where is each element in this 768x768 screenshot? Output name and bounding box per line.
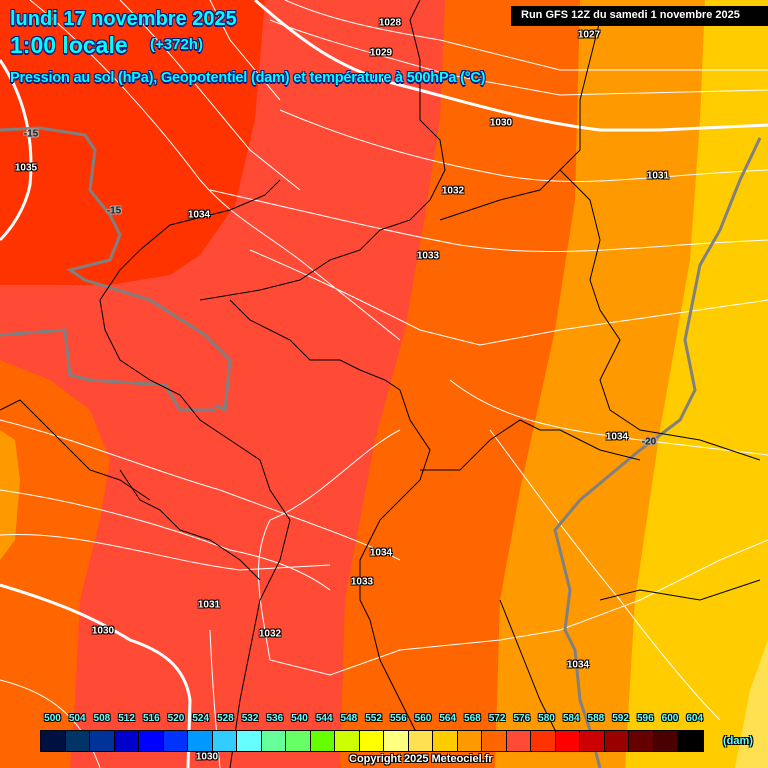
- isotherm-label: -15: [23, 128, 39, 140]
- colorbar-cell: [678, 731, 703, 751]
- colorbar-cell: [408, 731, 433, 751]
- colorbar-tick-label: 604: [686, 713, 704, 724]
- isobar-label: 1035: [14, 162, 38, 174]
- isobar-label: 1029: [369, 47, 393, 59]
- forecast-lead-time: (+372h): [150, 36, 203, 53]
- forecast-date: lundi 17 novembre 2025: [10, 8, 237, 30]
- colorbar-cell: [139, 731, 164, 751]
- isobar-label: 1033: [416, 250, 440, 262]
- colorbar-tick-label: 544: [315, 713, 333, 724]
- isobar-label: 1028: [378, 17, 402, 29]
- isobar-label: 1032: [258, 628, 282, 640]
- colorbar-tick-label: 532: [241, 713, 259, 724]
- colorbar-tick-label: 592: [612, 713, 629, 724]
- colorbar-tick-label: 572: [488, 713, 506, 724]
- colorbar-cell: [237, 731, 262, 751]
- colorbar-tick-label: 528: [217, 713, 234, 724]
- colorbar-cell: [65, 731, 90, 751]
- colorbar: [40, 730, 704, 752]
- colorbar-cell: [555, 731, 580, 751]
- colorbar-tick-label: 576: [513, 713, 531, 724]
- colorbar-ticks: 500 504 508 512 516 520 524 528 532 536 540 544 548 5…: [40, 713, 740, 727]
- isobar-label: 1031: [646, 170, 670, 182]
- colorbar-cell: [604, 731, 629, 751]
- colorbar-tick-label: 560: [414, 713, 432, 724]
- colorbar-cell: [310, 731, 335, 751]
- run-info-text: Run GFS 12Z du samedi 1 novembre 2025: [521, 9, 740, 21]
- forecast-time: 1:00 locale: [10, 32, 128, 58]
- colorbar-cell: [531, 731, 556, 751]
- isobar-label: 1034: [187, 209, 211, 221]
- isobar-label: 1030: [195, 751, 219, 763]
- colorbar-cell: [212, 731, 237, 751]
- colorbar-tick-label: 588: [587, 713, 605, 724]
- isobar-label: 1034: [605, 431, 629, 443]
- colorbar-cell: [114, 731, 139, 751]
- colorbar-unit: (dam): [723, 735, 753, 747]
- colorbar-tick-label: 536: [266, 713, 284, 724]
- colorbar-tick-label: 512: [118, 713, 135, 724]
- colorbar-tick-label: 508: [93, 713, 111, 724]
- isotherm-label: -15: [106, 205, 122, 217]
- colorbar-cell: [457, 731, 482, 751]
- colorbar-cell: [629, 731, 654, 751]
- isotherm-label: -20: [641, 436, 657, 448]
- colorbar-tick-label: 596: [636, 713, 654, 724]
- isobar-label: 1034: [566, 659, 590, 671]
- colorbar-cell: [41, 731, 66, 751]
- colorbar-cell: [482, 731, 507, 751]
- colorbar-cell: [653, 731, 678, 751]
- colorbar-tick-label: 600: [661, 713, 679, 724]
- colorbar-cell: [163, 731, 188, 751]
- isobar-label: 1030: [489, 117, 513, 129]
- colorbar-tick-label: 548: [340, 713, 358, 724]
- colorbar-tick-label: 568: [464, 713, 481, 724]
- colorbar-tick-label: 516: [142, 713, 160, 724]
- colorbar-tick-label: 520: [167, 713, 185, 724]
- colorbar-tick-label: 584: [562, 713, 580, 724]
- isobar-label: 1030: [91, 625, 115, 637]
- colorbar-tick-label: 552: [365, 713, 382, 724]
- map-description: Pression au sol (hPa), Geopotentiel (dam…: [10, 70, 486, 86]
- colorbar-tick-label: 564: [439, 713, 457, 724]
- colorbar-cell: [261, 731, 286, 751]
- isobar-label: 1031: [197, 599, 221, 611]
- colorbar-tick-label: 524: [192, 713, 210, 724]
- colorbar-cell: [384, 731, 409, 751]
- isobar-label: 1032: [441, 185, 465, 197]
- colorbar-cell: [335, 731, 360, 751]
- colorbar-tick-label: 556: [389, 713, 407, 724]
- colorbar-cell: [90, 731, 115, 751]
- colorbar-cell: [286, 731, 311, 751]
- colorbar-cell: [580, 731, 605, 751]
- colorbar-cell: [433, 731, 458, 751]
- isobar-label: 1027: [577, 29, 601, 41]
- colorbar-tick-label: 504: [68, 713, 86, 724]
- run-info-box: Run GFS 12Z du samedi 1 novembre 2025: [511, 6, 768, 26]
- colorbar-tick-label: 540: [291, 713, 308, 724]
- isobar-label: 1033: [350, 576, 374, 588]
- colorbar-tick-label: 580: [538, 713, 555, 724]
- colorbar-cell: [359, 731, 384, 751]
- colorbar-tick-label: 500: [44, 713, 61, 724]
- isobar-label: 1034: [369, 547, 393, 559]
- colorbar-cell: [506, 731, 531, 751]
- copyright: Copyright 2025 Meteociel.fr: [349, 753, 493, 765]
- colorbar-cell: [188, 731, 213, 751]
